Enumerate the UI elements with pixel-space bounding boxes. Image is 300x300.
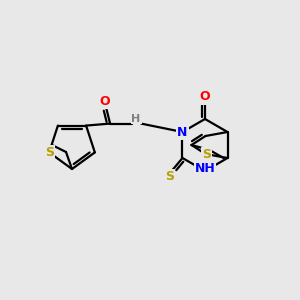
Text: S: S xyxy=(165,169,174,182)
Text: S: S xyxy=(202,148,211,160)
Text: O: O xyxy=(100,95,110,108)
Text: O: O xyxy=(200,91,210,103)
Text: S: S xyxy=(45,146,54,159)
Text: N: N xyxy=(177,125,188,139)
Text: NH: NH xyxy=(195,163,215,176)
Text: H: H xyxy=(131,114,141,124)
